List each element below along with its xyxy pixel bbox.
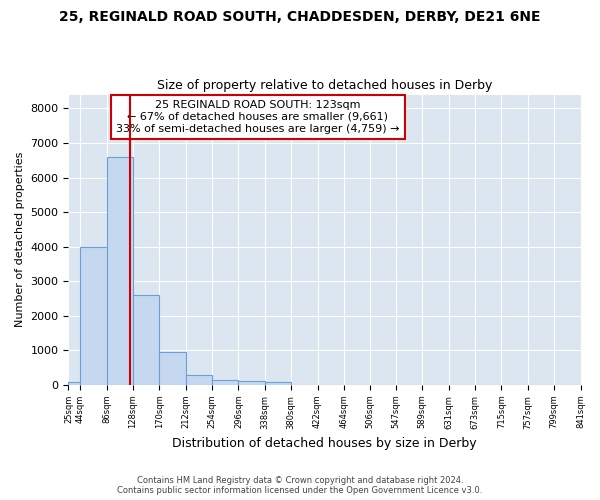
Y-axis label: Number of detached properties: Number of detached properties [15, 152, 25, 328]
Bar [133, 294, 160, 385]
Bar [238, 381, 265, 385]
Text: 25, REGINALD ROAD SOUTH, CHADDESDEN, DERBY, DE21 6NE: 25, REGINALD ROAD SOUTH, CHADDESDEN, DER… [59, 10, 541, 24]
Bar [186, 374, 212, 385]
Bar [107, 157, 133, 385]
Text: 25 REGINALD ROAD SOUTH: 123sqm
← 67% of detached houses are smaller (9,661)
33% : 25 REGINALD ROAD SOUTH: 123sqm ← 67% of … [116, 100, 400, 134]
Bar [80, 248, 107, 385]
Bar [212, 380, 238, 385]
Bar [160, 352, 186, 385]
Bar [265, 382, 291, 385]
X-axis label: Distribution of detached houses by size in Derby: Distribution of detached houses by size … [172, 437, 477, 450]
Title: Size of property relative to detached houses in Derby: Size of property relative to detached ho… [157, 79, 492, 92]
Bar [68, 382, 80, 385]
Text: Contains HM Land Registry data © Crown copyright and database right 2024.
Contai: Contains HM Land Registry data © Crown c… [118, 476, 482, 495]
